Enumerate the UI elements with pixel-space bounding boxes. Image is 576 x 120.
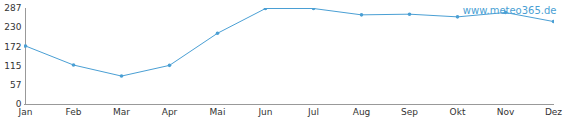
svg-text:172: 172 bbox=[4, 42, 21, 52]
svg-text:0: 0 bbox=[15, 99, 22, 110]
svg-text:115: 115 bbox=[4, 61, 21, 71]
svg-text:Apr: Apr bbox=[162, 107, 178, 117]
svg-text:287: 287 bbox=[4, 3, 21, 13]
svg-text:Aug: Aug bbox=[353, 107, 371, 117]
svg-text:Mar: Mar bbox=[113, 107, 130, 117]
svg-text:Mai: Mai bbox=[210, 107, 226, 117]
svg-text:Feb: Feb bbox=[66, 107, 82, 117]
svg-text:57: 57 bbox=[10, 80, 21, 90]
svg-text:Jun: Jun bbox=[257, 107, 272, 117]
svg-text:Jul: Jul bbox=[307, 107, 319, 117]
svg-text:Dez: Dez bbox=[545, 107, 562, 117]
svg-text:Nov: Nov bbox=[497, 107, 515, 117]
svg-text:www.meteo365.de: www.meteo365.de bbox=[463, 5, 557, 16]
svg-text:230: 230 bbox=[4, 22, 21, 32]
svg-text:Okt: Okt bbox=[450, 107, 466, 117]
svg-text:Jan: Jan bbox=[18, 107, 33, 117]
svg-text:Sep: Sep bbox=[401, 107, 418, 117]
